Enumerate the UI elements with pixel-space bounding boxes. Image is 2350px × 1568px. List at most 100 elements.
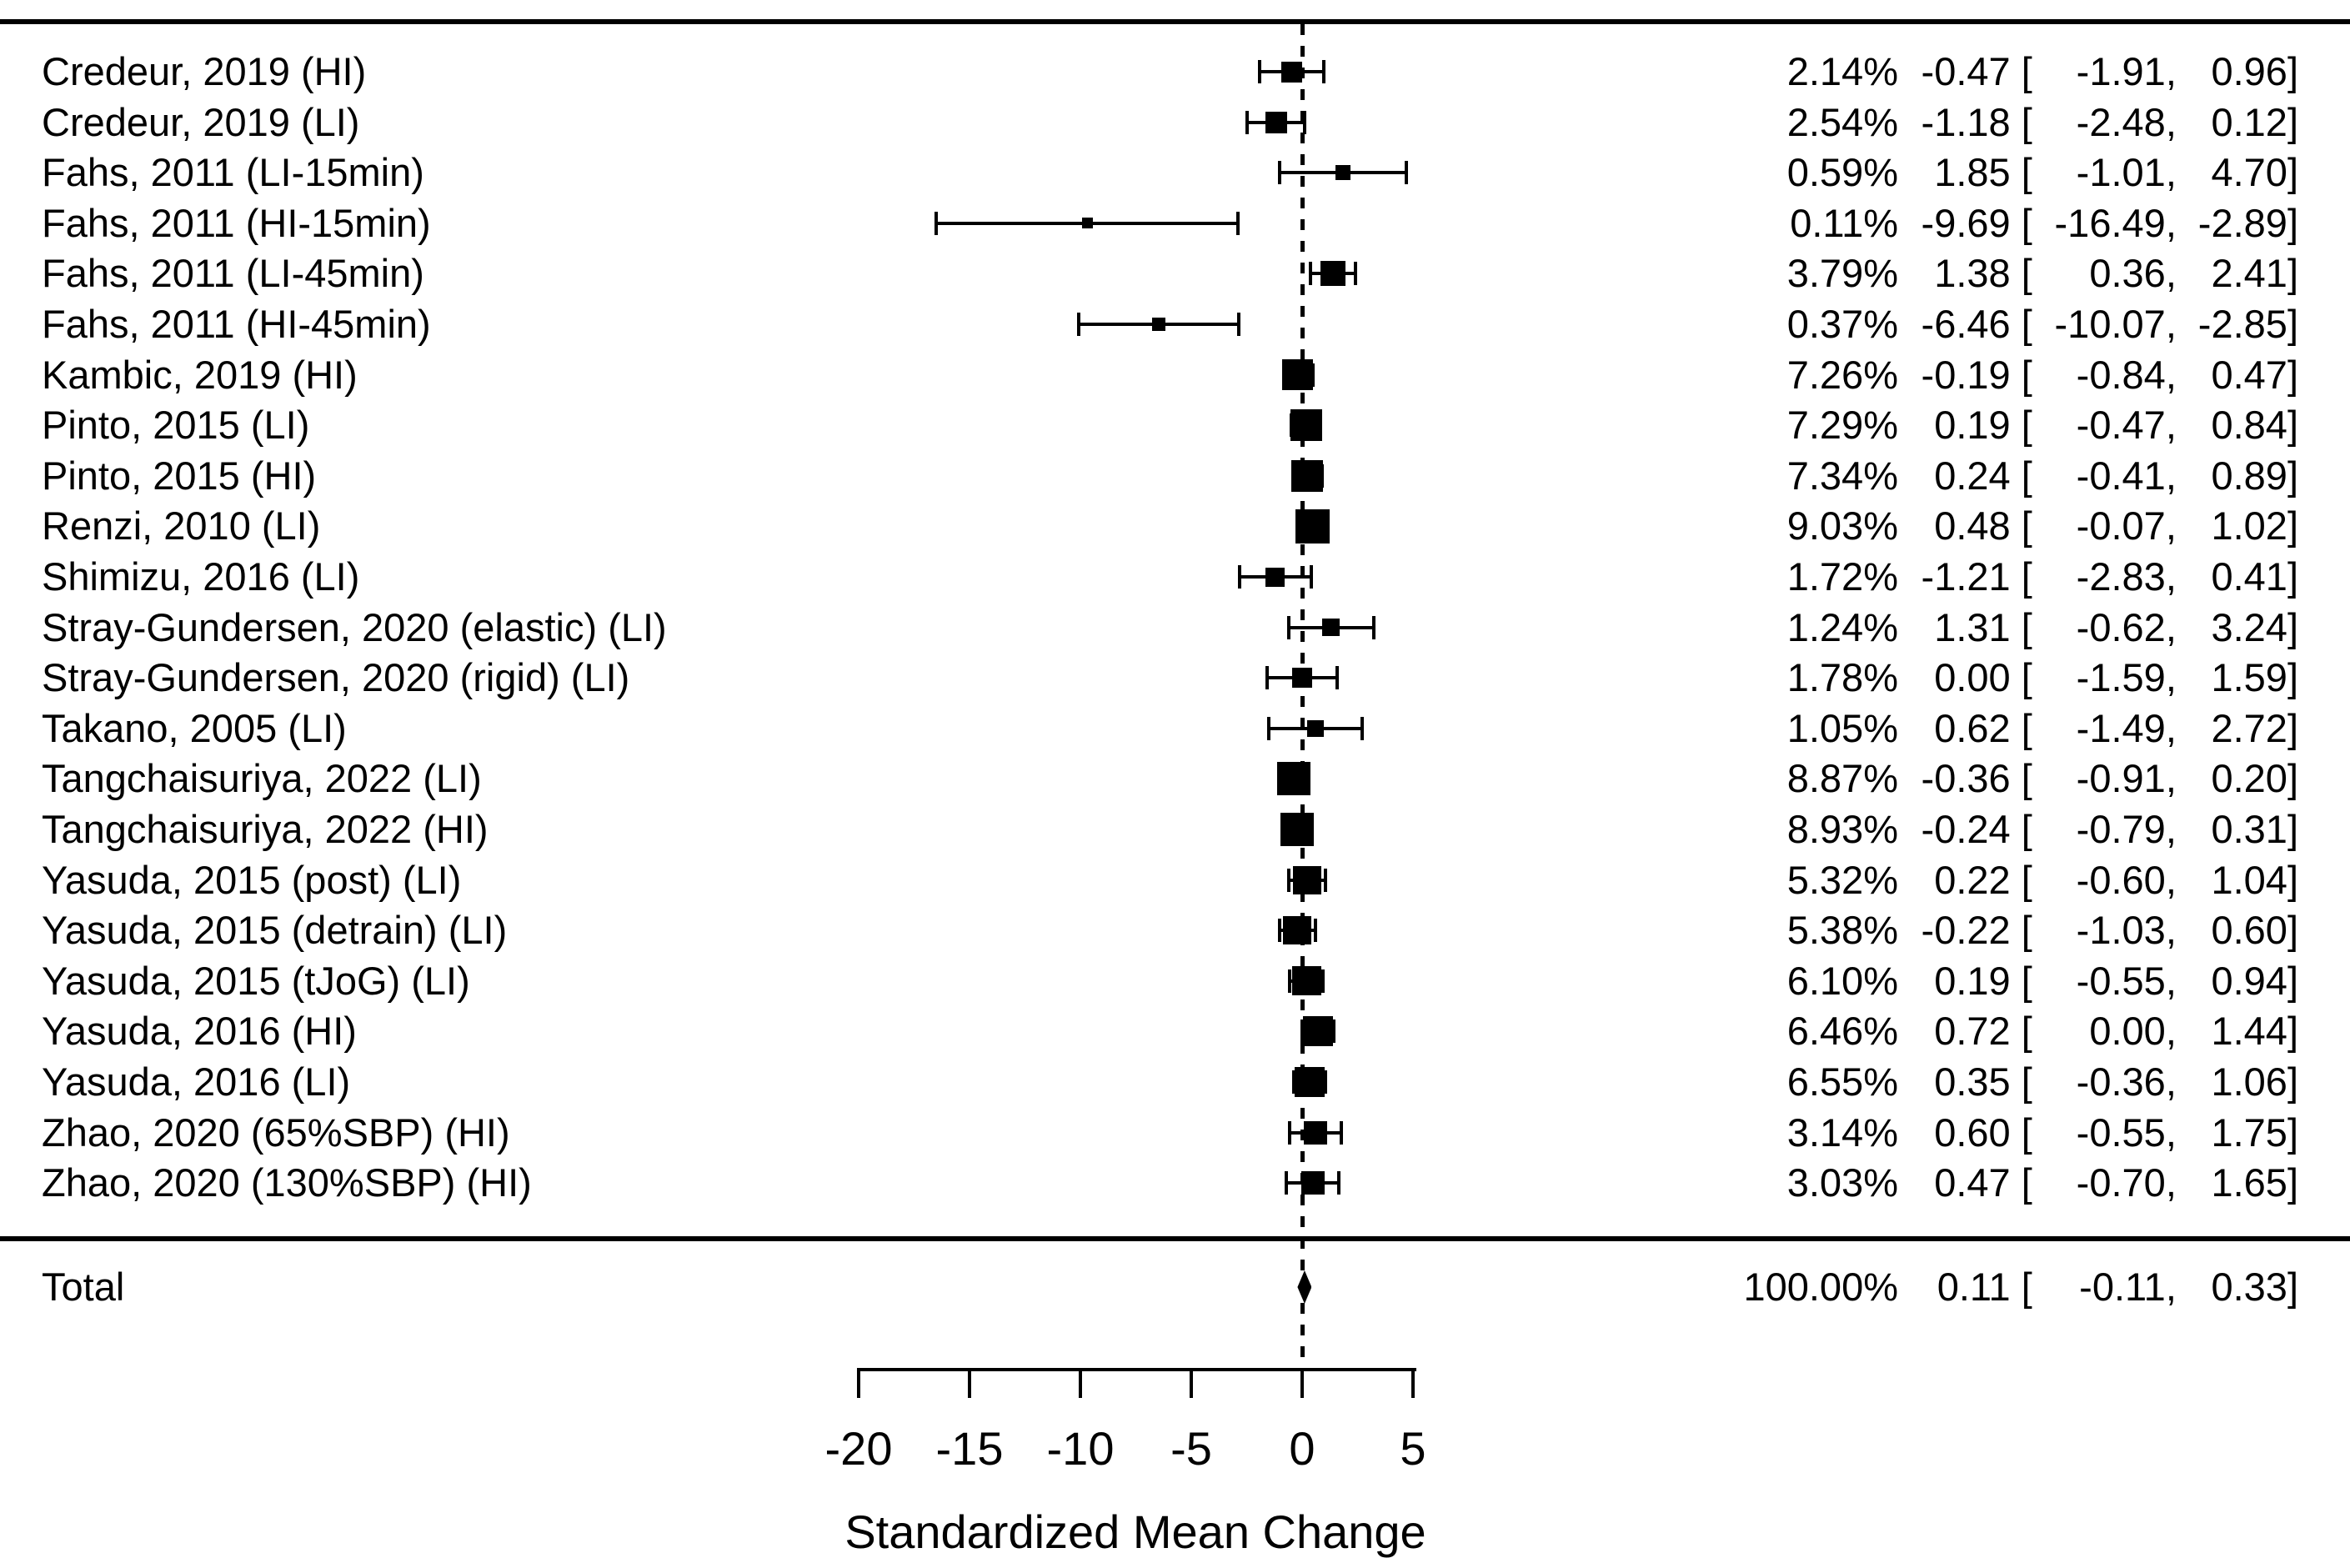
ci-upper-value: 0.33 [2211, 1265, 2287, 1309]
effect-square [1303, 1016, 1334, 1047]
study-label: Zhao, 2020 (130%SBP) (HI) [42, 1160, 532, 1205]
ci-cap-right [1354, 262, 1358, 286]
effect-square [1295, 1067, 1325, 1097]
estimate-value: 0.35 [1934, 1060, 2011, 1104]
ci-lower-value: -0.60 [2076, 857, 2166, 902]
estimate-value: 0.19 [1934, 403, 2011, 448]
ci-upper-value: 1.59 [2211, 655, 2287, 700]
ci-lower-value: -1.01 [2076, 150, 2166, 195]
weight-value: 3.03% [1786, 1160, 1898, 1205]
ci-lower-value: -0.91 [2076, 756, 2166, 801]
zero-reference-line [1300, 24, 1305, 1368]
study-label: Yasuda, 2015 (detrain) (LI) [42, 908, 508, 953]
weight-value: 0.11% [1790, 200, 1898, 245]
ci-upper-value: 1.06 [2211, 1060, 2287, 1104]
estimate-value: -6.46 [1921, 302, 2011, 346]
effect-square [1081, 218, 1093, 229]
weight-value: 0.59% [1786, 150, 1898, 195]
study-label: Stray-Gundersen, 2020 (elastic) (LI) [42, 604, 667, 649]
summary-diamond [1297, 1270, 1312, 1304]
ci-cap-right [1321, 60, 1325, 83]
effect-square [1295, 508, 1330, 544]
ci-cap-right [1324, 1070, 1328, 1094]
ci-upper-value: 4.70 [2211, 150, 2287, 195]
ci-cap-right [1360, 716, 1365, 740]
effect-ci-cell: 0.11 [-0.11, 0.33] [1886, 1260, 2298, 1314]
estimate-value: 1.31 [1934, 604, 2011, 649]
estimate-value: 0.11 [1937, 1265, 2011, 1309]
ci-upper-value: 0.31 [2211, 807, 2287, 851]
study-label: Renzi, 2010 (LI) [42, 503, 321, 549]
ci-lower-value: -1.49 [2076, 705, 2166, 750]
study-label: Fahs, 2011 (HI-45min) [42, 302, 431, 346]
ci-cap-right [1372, 615, 1376, 639]
effect-square [1280, 61, 1302, 83]
study-label: Shimizu, 2016 (LI) [42, 554, 360, 599]
effect-ci-cell: -0.24 [-0.79, 0.31] [1886, 803, 2298, 856]
ci-cap-right [1313, 919, 1317, 943]
ci-cap-right [1332, 1019, 1336, 1044]
effect-square [1322, 619, 1340, 637]
ci-upper-value: 3.24 [2211, 604, 2287, 649]
total-separator-rule [0, 1236, 2350, 1241]
axis-tick-label: 0 [1289, 1422, 1315, 1475]
estimate-value: -1.21 [1921, 554, 2011, 599]
ci-cap-left [1267, 716, 1271, 740]
x-axis-title: Standardized Mean Change [844, 1505, 1426, 1558]
study-label: Tangchaisuriya, 2022 (LI) [42, 756, 482, 801]
study-label: Fahs, 2011 (LI-45min) [42, 251, 424, 296]
effect-square [1291, 966, 1321, 996]
axis-tick [1300, 1368, 1304, 1398]
effect-square [1282, 359, 1314, 391]
axis-tick [1190, 1368, 1193, 1398]
x-axis-line [857, 1368, 1416, 1371]
weight-value: 1.72% [1786, 554, 1898, 599]
ci-lower-value: 0.36 [2089, 251, 2166, 296]
weight-value: 0.37% [1786, 302, 1898, 346]
effect-square [1265, 111, 1287, 133]
study-label: Pinto, 2015 (LI) [42, 403, 310, 448]
ci-lower-value: -0.79 [2076, 807, 2166, 851]
ci-lower-value: -0.62 [2076, 604, 2166, 649]
ci-lower-value: -0.36 [2076, 1060, 2166, 1104]
ci-upper-value: 0.94 [2211, 958, 2287, 1003]
study-label: Zhao, 2020 (65%SBP) (HI) [42, 1110, 510, 1155]
estimate-value: -0.36 [1921, 756, 2011, 801]
weight-value: 2.14% [1786, 49, 1898, 93]
estimate-value: -0.19 [1921, 352, 2011, 397]
estimate-value: 0.48 [1934, 503, 2011, 549]
ci-cap-left [1245, 110, 1250, 134]
weight-value: 7.29% [1786, 403, 1898, 448]
ci-cap-right [1339, 1120, 1343, 1145]
axis-tick [857, 1368, 860, 1398]
effect-square [1277, 762, 1311, 796]
axis-tick-label: -10 [1046, 1422, 1115, 1475]
ci-upper-value: 1.75 [2211, 1110, 2287, 1155]
effect-square [1291, 459, 1324, 492]
ci-lower-value: -2.48 [2076, 99, 2166, 144]
weight-value: 5.38% [1786, 908, 1898, 953]
weight-value: 6.46% [1786, 1009, 1898, 1054]
effect-square [1280, 813, 1314, 846]
ci-lower-value: -1.59 [2076, 655, 2166, 700]
ci-cap-left [1288, 1120, 1292, 1145]
weight-value: 3.79% [1786, 251, 1898, 296]
study-label: Kambic, 2019 (HI) [42, 352, 358, 397]
effect-ci-cell: -6.46 [-10.07, -2.85] [1886, 298, 2298, 351]
ci-cap-right [1335, 666, 1340, 690]
study-label: Yasuda, 2016 (HI) [42, 1009, 357, 1054]
effect-ci-cell: -1.21 [-2.83, 0.41] [1886, 550, 2298, 604]
ci-cap-right [1405, 161, 1409, 185]
effect-square [1303, 1120, 1327, 1145]
ci-upper-value: 2.72 [2211, 705, 2287, 750]
ci-cap-left [1292, 1070, 1296, 1094]
ci-cap-right [1336, 1171, 1340, 1195]
effect-ci-cell: 0.48 [-0.07, 1.02] [1886, 499, 2298, 553]
effect-square [1335, 165, 1351, 181]
effect-square [1307, 719, 1325, 737]
effect-ci-cell: 0.35 [-0.36, 1.06] [1886, 1055, 2298, 1109]
ci-lower-value: -0.70 [2076, 1160, 2166, 1205]
ci-upper-value: -2.85 [2197, 302, 2287, 346]
weight-value: 7.26% [1786, 352, 1898, 397]
